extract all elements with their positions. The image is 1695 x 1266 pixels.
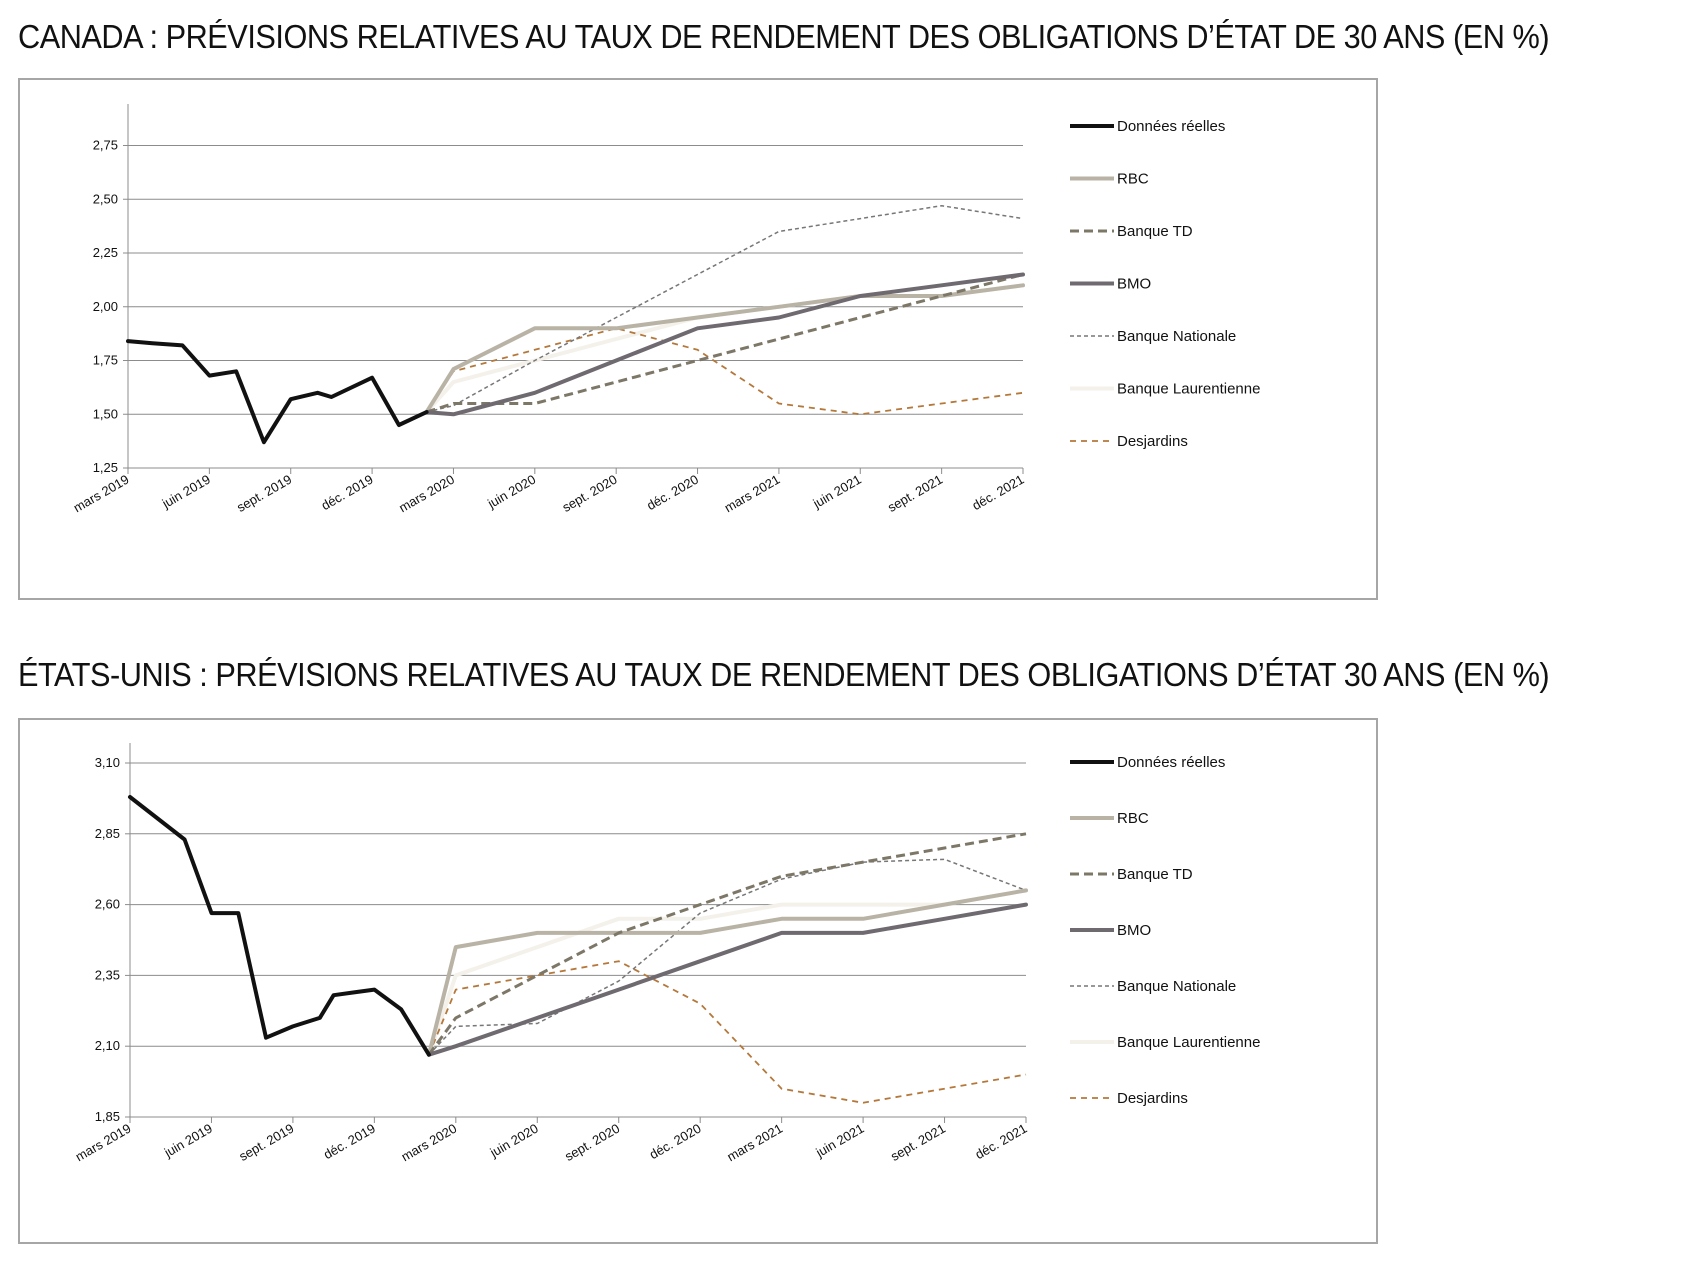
canada-y-tick-label: 2,25 [93, 245, 118, 260]
canada-x-tick-label: sept. 2021 [885, 472, 945, 515]
canada-legend-label: BMO [1117, 276, 1151, 293]
canada-x-tick-label: juin 2021 [810, 472, 864, 512]
usa-legend-label: Desjardins [1117, 1090, 1188, 1107]
canada-x-tick-label: sept. 2020 [560, 472, 620, 515]
usa-x-tick-label: déc. 2021 [973, 1121, 1030, 1163]
canada-x-tick-label: déc. 2019 [319, 472, 376, 514]
canada-series-banque-nationale [426, 204, 1024, 413]
usa-x-tick-label: sept. 2020 [562, 1121, 622, 1164]
usa-x-tick-label: juin 2021 [813, 1121, 867, 1161]
canada-legend-label: Banque Nationale [1117, 328, 1236, 345]
canada-chart-frame: 1,25 1,50 1,75 2,00 2,25 2,50 2,75 mars 2019 jui… [18, 78, 1378, 600]
usa-legend-label: RBC [1117, 810, 1149, 827]
usa-y-tick-label: 2,60 [95, 897, 120, 912]
usa-chart-svg: 1,85 2,10 2,35 2,60 2,85 3,10 mars 2019 juin 20… [73, 743, 1260, 1165]
usa-series-desjardins [428, 960, 1027, 1104]
canada-legend-label: RBC [1117, 171, 1149, 188]
usa-x-tick-label: déc. 2020 [647, 1121, 704, 1163]
canada-x-tick-label: juin 2020 [484, 472, 538, 512]
usa-series-rbc [426, 888, 1028, 1057]
usa-y-tick-label: 3,10 [95, 755, 120, 770]
canada-y-tick-label: 2,75 [93, 138, 118, 153]
usa-legend-label: BMO [1117, 922, 1151, 939]
usa-x-tick-label: mars 2019 [73, 1121, 134, 1165]
canada-y-tick-label: 2,00 [93, 299, 118, 314]
usa-legend-label: Banque Nationale [1117, 978, 1236, 995]
canada-series-banque-laurentienne [424, 283, 1025, 415]
usa-x-tick-label: déc. 2019 [321, 1121, 378, 1163]
canada-series-bmo [424, 272, 1025, 417]
canada-legend-label: Données réelles [1117, 118, 1225, 135]
canada-x-tick-label: mars 2020 [396, 472, 457, 516]
usa-legend-label: Données réelles [1117, 754, 1225, 771]
canada-y-tick-label: 1,75 [93, 353, 118, 368]
canada-x-tick-label: mars 2021 [722, 472, 783, 516]
canada-y-tick-label: 2,50 [93, 191, 118, 206]
usa-y-tick-label: 2,35 [95, 967, 120, 982]
usa-x-tick-label: juin 2019 [161, 1121, 215, 1161]
usa-x-tick-label: mars 2021 [724, 1121, 785, 1165]
usa-x-tick-label: sept. 2019 [236, 1121, 296, 1164]
canada-legend-label: Banque TD [1117, 223, 1193, 240]
usa-x-tick-label: sept. 2021 [888, 1121, 948, 1164]
usa-x-tick-label: juin 2020 [487, 1121, 541, 1161]
usa-x-tick-label: mars 2020 [399, 1121, 460, 1165]
usa-chart-frame: 1,85 2,10 2,35 2,60 2,85 3,10 mars 2019 juin 20… [18, 718, 1378, 1244]
usa-y-tick-label: 1,85 [95, 1109, 120, 1124]
usa-y-tick-label: 2,10 [95, 1038, 120, 1053]
canada-series-desjardins [425, 327, 1024, 416]
canada-x-tick-label: mars 2019 [71, 472, 132, 516]
canada-series-donn-es-r-elles [126, 339, 429, 445]
canada-x-tick-label: sept. 2019 [234, 472, 294, 515]
usa-series-banque-td [427, 832, 1027, 1056]
usa-series-donn-es-r-elles [128, 795, 431, 1057]
canada-y-tick-label: 1,25 [93, 460, 118, 475]
canada-x-tick-label: juin 2019 [159, 472, 213, 512]
usa-legend-label: Banque TD [1117, 866, 1193, 883]
canada-chart-title: CANADA : PRÉVISIONS RELATIVES AU TAUX DE… [18, 18, 1550, 55]
canada-series-rbc [424, 283, 1025, 415]
canada-x-tick-label: déc. 2021 [970, 472, 1027, 514]
usa-series-banque-laurentienne [426, 888, 1028, 1057]
canada-chart-svg: 1,25 1,50 1,75 2,00 2,25 2,50 2,75 mars 2019 jui… [71, 104, 1260, 516]
usa-chart-title: ÉTATS-UNIS : PRÉVISIONS RELATIVES AU TAU… [18, 656, 1550, 693]
canada-legend-label: Desjardins [1117, 433, 1188, 450]
canada-y-tick-label: 1,50 [93, 406, 118, 421]
usa-series-bmo [426, 902, 1028, 1057]
canada-x-tick-label: déc. 2020 [644, 472, 701, 514]
usa-legend-label: Banque Laurentienne [1117, 1034, 1260, 1051]
canada-legend-label: Banque Laurentienne [1117, 381, 1260, 398]
usa-series-banque-nationale [428, 858, 1027, 1056]
usa-y-tick-label: 2,85 [95, 826, 120, 841]
